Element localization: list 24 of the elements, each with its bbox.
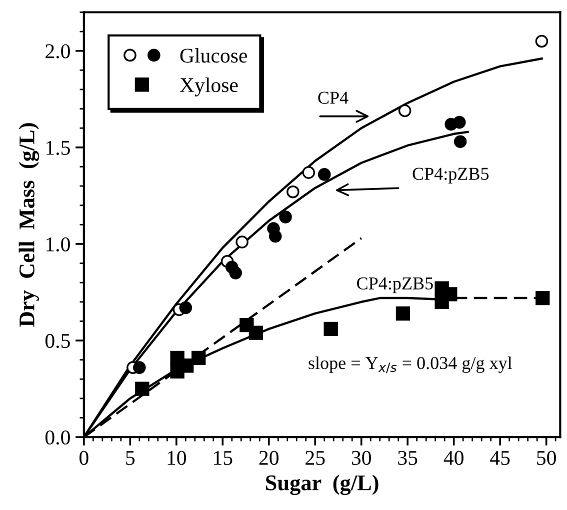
- x-tick-label: 20: [259, 450, 278, 465]
- annotation: slope = Y$_{x/s}$ = 0.034 g/g xyl: [308, 356, 512, 374]
- annotation: CP4:pZB5: [357, 277, 433, 294]
- legend-label: Xylose: [180, 77, 238, 96]
- x-tick-label: 25: [306, 450, 325, 465]
- x-tick-label: 15: [214, 450, 232, 465]
- x-axis-title: Sugar (g/L): [266, 474, 378, 496]
- x-tick-label: 0: [80, 450, 88, 465]
- x-tick-label: 45: [490, 451, 510, 465]
- annotation: CP4:pZB5: [412, 168, 489, 184]
- y-tick-label: 1.0: [46, 237, 70, 252]
- y-axis-title: Dry Cell Mass (g/L): [18, 123, 40, 327]
- x-tick-label: 10: [168, 450, 186, 465]
- y-tick-label: 0.5: [45, 334, 70, 348]
- y-tick-label: 2.0: [46, 44, 70, 58]
- x-tick-label: 50: [537, 450, 556, 465]
- x-tick-label: 35: [398, 450, 418, 465]
- x-tick-label: 40: [444, 450, 464, 465]
- x-tick-label: 5: [126, 451, 135, 465]
- x-tick-label: 30: [352, 450, 371, 465]
- legend-label: Glucose: [180, 48, 247, 63]
- y-tick-label: 1.5: [46, 140, 70, 155]
- y-tick-label: 0.0: [45, 430, 70, 445]
- annotation: CP4: [318, 92, 348, 104]
